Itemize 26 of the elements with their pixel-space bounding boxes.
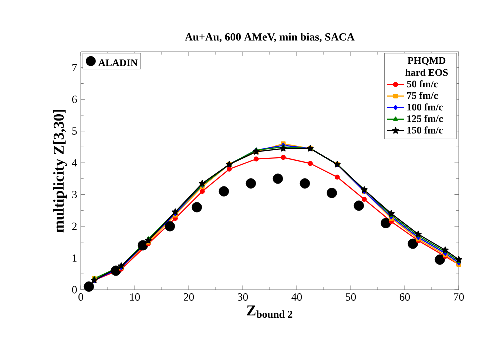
chart-title: Au+Au, 600 AMeV, min bias, SACA (185, 33, 355, 42)
legend-label: 75 fm/c (407, 92, 438, 100)
y-tick-label: 1 (72, 254, 77, 262)
y-axis-title: multiplicity Z[3,30] (53, 110, 68, 233)
y-tick-label: 3 (72, 191, 78, 198)
legend-label: 150 fm/c (408, 126, 444, 134)
x-tick-label: 50 (346, 294, 356, 301)
x-tick-label: 20 (184, 294, 194, 301)
y-tick-label: 0 (72, 286, 78, 294)
x-tick-label: 10 (130, 294, 140, 301)
y-tick-label: 4 (72, 159, 78, 167)
x-tick-label: 70 (454, 294, 464, 301)
x-tick-label: 30 (238, 294, 248, 301)
y-tick-label: 6 (72, 96, 78, 104)
legend-label: ALADIN (98, 60, 138, 66)
y-tick-label: 2 (72, 222, 77, 230)
x-tick-label: 60 (400, 294, 410, 301)
x-axis-title: Z$_{bound 2}$ (247, 306, 293, 318)
y-tick-label: 7 (72, 64, 78, 72)
x-tick-label: 0 (78, 294, 84, 301)
legend-title: PHQMD hard EOS (406, 57, 448, 76)
y-tick-label: 5 (72, 128, 78, 135)
legend-label: 125 fm/c (408, 115, 444, 122)
legend-label: 100 fm/c (408, 104, 444, 111)
x-tick-label: 40 (292, 294, 302, 301)
legend-label: 50 fm/c (407, 80, 438, 88)
